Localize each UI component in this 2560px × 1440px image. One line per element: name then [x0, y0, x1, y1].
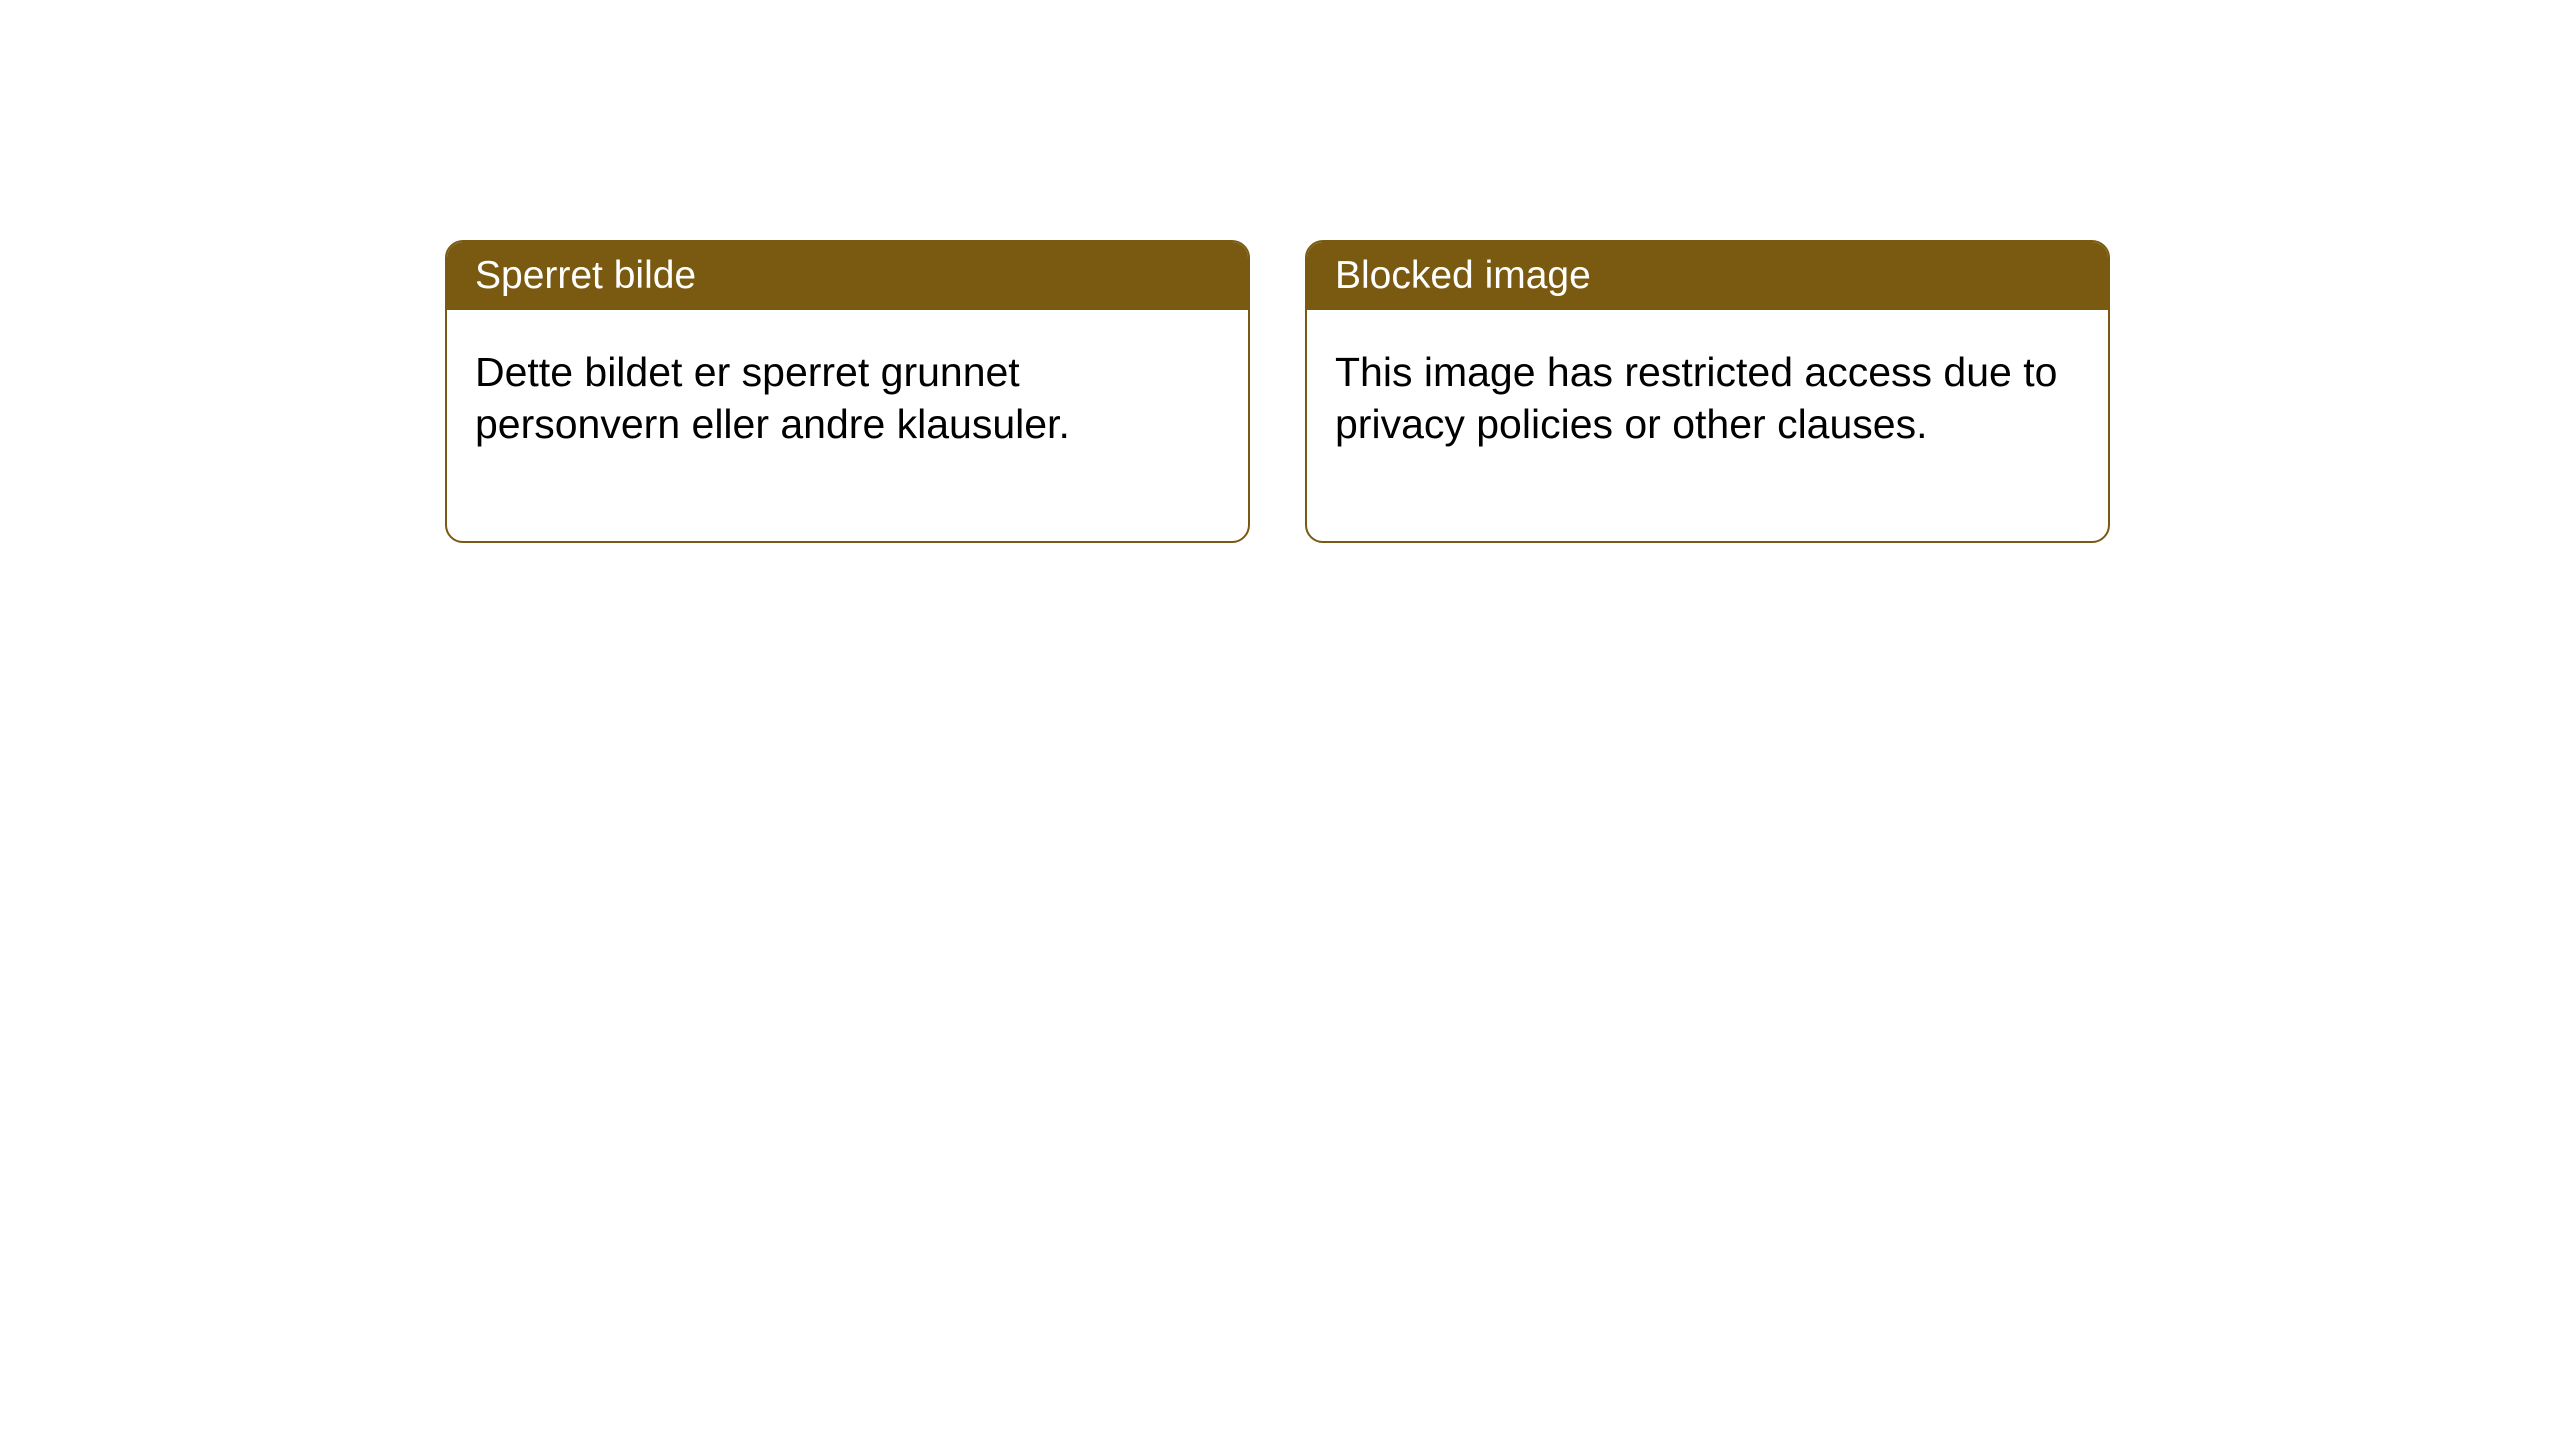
panel-header-norwegian: Sperret bilde: [447, 242, 1248, 310]
panel-norwegian: Sperret bilde Dette bildet er sperret gr…: [445, 240, 1250, 543]
panel-body-english: This image has restricted access due to …: [1307, 310, 2108, 541]
blocked-image-panels: Sperret bilde Dette bildet er sperret gr…: [445, 240, 2110, 543]
panel-body-norwegian: Dette bildet er sperret grunnet personve…: [447, 310, 1248, 541]
panel-header-english: Blocked image: [1307, 242, 2108, 310]
panel-english: Blocked image This image has restricted …: [1305, 240, 2110, 543]
